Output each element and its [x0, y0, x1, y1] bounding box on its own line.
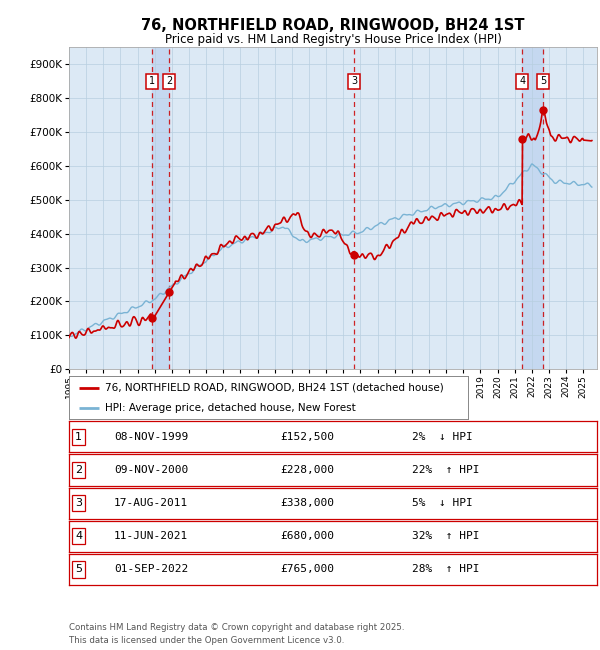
Text: 08-NOV-1999: 08-NOV-1999 [114, 432, 188, 442]
Text: 76, NORTHFIELD ROAD, RINGWOOD, BH24 1ST: 76, NORTHFIELD ROAD, RINGWOOD, BH24 1ST [141, 18, 525, 33]
Text: HPI: Average price, detached house, New Forest: HPI: Average price, detached house, New … [105, 404, 356, 413]
Text: 5%  ↓ HPI: 5% ↓ HPI [412, 498, 473, 508]
Text: 01-SEP-2022: 01-SEP-2022 [114, 564, 188, 575]
Text: 11-JUN-2021: 11-JUN-2021 [114, 531, 188, 541]
Text: £680,000: £680,000 [280, 531, 334, 541]
Bar [522, 47, 543, 369]
Text: 17-AUG-2011: 17-AUG-2011 [114, 498, 188, 508]
Bar [152, 47, 169, 369]
Text: 2: 2 [75, 465, 82, 475]
Text: 22%  ↑ HPI: 22% ↑ HPI [412, 465, 480, 475]
Text: 1: 1 [75, 432, 82, 442]
Text: 76, NORTHFIELD ROAD, RINGWOOD, BH24 1ST (detached house): 76, NORTHFIELD ROAD, RINGWOOD, BH24 1ST … [105, 383, 443, 393]
Text: Price paid vs. HM Land Registry's House Price Index (HPI): Price paid vs. HM Land Registry's House … [164, 32, 502, 46]
Text: £228,000: £228,000 [280, 465, 334, 475]
Text: 1: 1 [149, 76, 155, 86]
Text: 2: 2 [166, 76, 172, 86]
Text: 09-NOV-2000: 09-NOV-2000 [114, 465, 188, 475]
Text: 5: 5 [75, 564, 82, 575]
Text: £765,000: £765,000 [280, 564, 334, 575]
Text: 28%  ↑ HPI: 28% ↑ HPI [412, 564, 480, 575]
Text: 5: 5 [540, 76, 546, 86]
Text: 4: 4 [519, 76, 526, 86]
Text: £152,500: £152,500 [280, 432, 334, 442]
Text: 3: 3 [351, 76, 357, 86]
Text: 4: 4 [75, 531, 82, 541]
Text: 2%  ↓ HPI: 2% ↓ HPI [412, 432, 473, 442]
Text: £338,000: £338,000 [280, 498, 334, 508]
Text: 3: 3 [75, 498, 82, 508]
Text: 32%  ↑ HPI: 32% ↑ HPI [412, 531, 480, 541]
Text: Contains HM Land Registry data © Crown copyright and database right 2025.
This d: Contains HM Land Registry data © Crown c… [69, 623, 404, 645]
